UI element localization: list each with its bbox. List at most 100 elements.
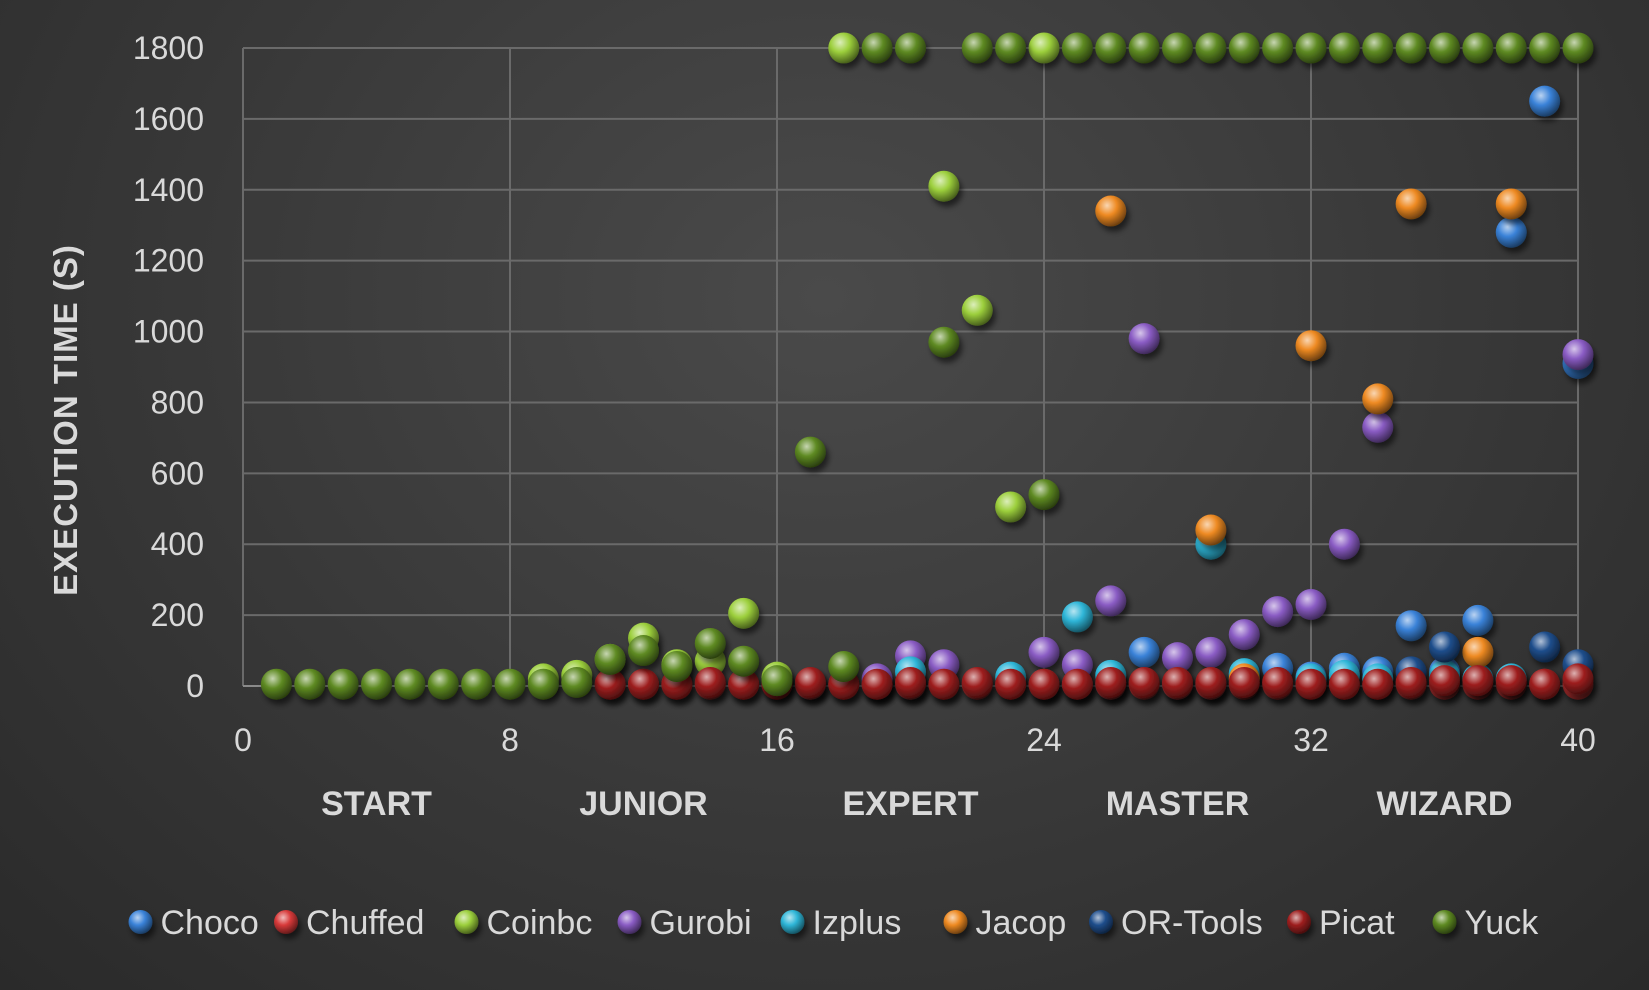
data-point xyxy=(1395,610,1427,642)
data-point xyxy=(361,668,392,700)
data-point xyxy=(1028,668,1060,700)
data-point xyxy=(1061,668,1093,700)
data-point xyxy=(427,668,459,700)
data-point xyxy=(1262,32,1294,64)
data-point xyxy=(728,597,760,629)
legend-item: Choco xyxy=(128,904,259,942)
category-labels: START JUNIOR EXPERT MASTER WIZARD xyxy=(321,785,1512,823)
x-tick-label: 8 xyxy=(501,722,519,758)
data-points xyxy=(260,32,1594,700)
data-point xyxy=(1562,339,1594,371)
data-point xyxy=(1095,585,1127,617)
legend-item: Gurobi xyxy=(617,904,752,942)
grid-lines xyxy=(242,47,1579,687)
data-point xyxy=(260,668,292,700)
data-point xyxy=(995,668,1027,700)
data-point xyxy=(1195,32,1227,64)
data-point xyxy=(861,668,893,700)
data-point xyxy=(1195,514,1227,546)
data-point xyxy=(527,668,559,700)
data-point xyxy=(1395,666,1427,698)
legend-marker xyxy=(274,910,298,934)
data-point xyxy=(961,294,993,326)
y-tick-label: 400 xyxy=(151,526,204,562)
data-point xyxy=(895,666,926,698)
data-point xyxy=(1228,32,1260,64)
data-point xyxy=(394,668,426,700)
data-point xyxy=(1562,663,1594,695)
category-label: MASTER xyxy=(1106,785,1250,823)
legend-label: Chuffed xyxy=(306,904,424,942)
data-point xyxy=(1362,32,1394,64)
x-tick-label: 16 xyxy=(759,722,795,758)
data-point xyxy=(1362,668,1394,700)
data-point xyxy=(728,668,760,700)
data-point xyxy=(1128,666,1160,698)
legend-item: Jacop xyxy=(943,904,1066,942)
data-point xyxy=(594,668,626,700)
legend-marker xyxy=(454,910,479,934)
category-label: EXPERT xyxy=(842,785,978,823)
y-axis-label: EXECUTION TIME (S) xyxy=(47,244,84,596)
data-point xyxy=(1262,666,1294,698)
series-coinbc xyxy=(527,32,1060,695)
legend-label: Coinbc xyxy=(487,904,593,942)
y-tick-label: 600 xyxy=(151,455,204,491)
data-point xyxy=(995,32,1027,64)
y-tick-label: 1400 xyxy=(133,172,204,208)
data-point xyxy=(928,170,960,202)
data-point xyxy=(1262,596,1294,628)
data-point xyxy=(1495,32,1527,64)
y-tick-labels: 0 200 400 600 800 1000 1200 1400 1600 1800 xyxy=(133,30,204,704)
data-point xyxy=(1495,216,1527,248)
legend-item: Picat xyxy=(1287,904,1395,942)
legend-label: Izplus xyxy=(813,904,902,942)
legend-label: Picat xyxy=(1319,904,1395,942)
y-tick-label: 1600 xyxy=(133,101,204,137)
data-point xyxy=(1529,631,1561,663)
data-point xyxy=(1195,636,1227,668)
data-point xyxy=(1429,631,1460,663)
data-point xyxy=(1095,195,1127,227)
legend-item: Izplus xyxy=(780,904,902,942)
legend-label: Yuck xyxy=(1465,904,1540,942)
legend: Choco Chuffed Coinbc Gurobi Izplus Jacop OR-To… xyxy=(128,904,1540,942)
data-point xyxy=(628,668,659,700)
data-point xyxy=(961,666,993,698)
data-point xyxy=(728,645,760,677)
data-point xyxy=(995,491,1027,523)
y-tick-label: 800 xyxy=(151,384,204,420)
data-point xyxy=(828,651,860,683)
data-point xyxy=(1028,636,1060,668)
data-point xyxy=(1095,666,1127,698)
data-point xyxy=(1462,665,1494,697)
data-point xyxy=(1495,188,1527,220)
data-point xyxy=(895,32,926,64)
x-tick-label: 24 xyxy=(1026,722,1062,758)
data-point xyxy=(1395,188,1427,220)
data-point xyxy=(1162,32,1193,64)
data-point xyxy=(1295,588,1327,620)
data-point xyxy=(294,668,326,700)
legend-marker xyxy=(617,910,642,934)
data-point xyxy=(1328,32,1360,64)
data-point xyxy=(1162,642,1193,674)
data-point xyxy=(1562,32,1594,64)
data-point xyxy=(1028,479,1060,511)
data-point xyxy=(1462,604,1494,636)
data-point xyxy=(594,643,626,675)
data-point xyxy=(794,666,826,698)
category-label: WIZARD xyxy=(1377,785,1513,823)
x-tick-label: 40 xyxy=(1560,722,1596,758)
y-tick-label: 0 xyxy=(186,668,204,704)
legend-item: Coinbc xyxy=(454,904,593,942)
legend-marker xyxy=(1089,910,1113,934)
data-point xyxy=(1095,32,1127,64)
legend-marker xyxy=(943,910,968,934)
data-point xyxy=(694,627,726,659)
data-point xyxy=(794,436,826,468)
x-tick-label: 32 xyxy=(1293,722,1329,758)
y-tick-label: 1000 xyxy=(133,314,204,350)
legend-marker xyxy=(1432,910,1457,934)
